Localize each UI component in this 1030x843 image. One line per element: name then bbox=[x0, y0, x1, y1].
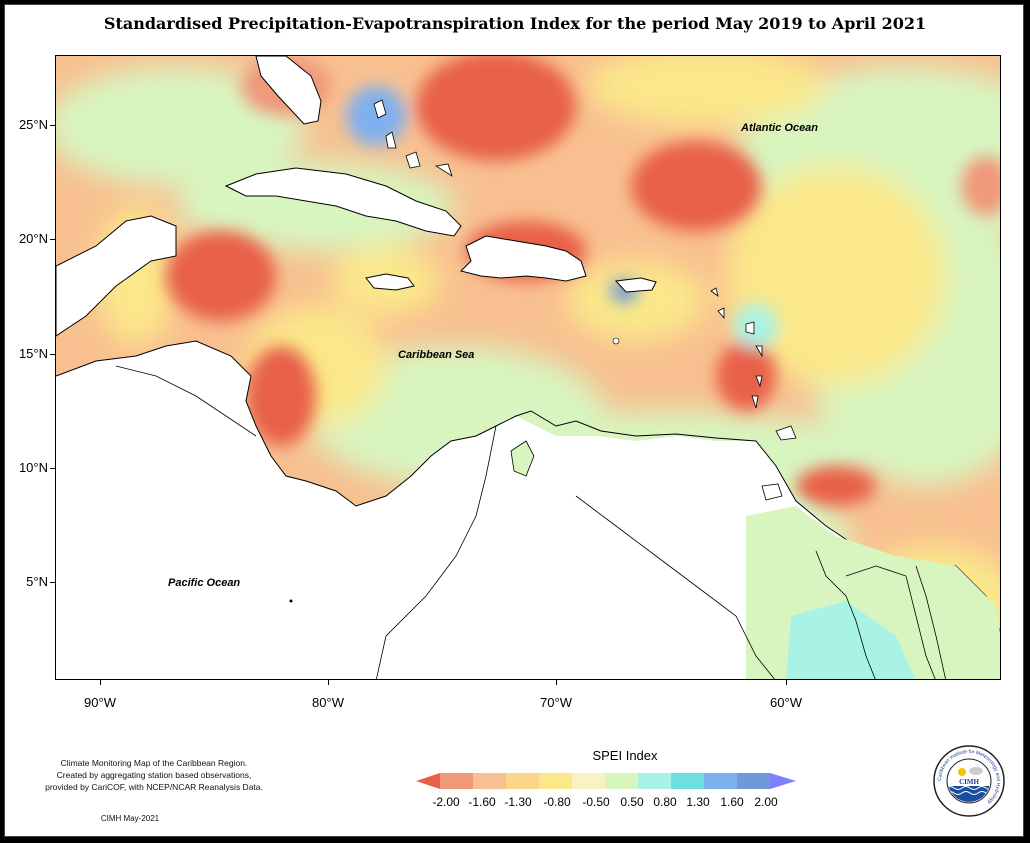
legend-tick-label: 0.80 bbox=[653, 795, 677, 809]
label-pacific-ocean: Pacific Ocean bbox=[168, 577, 240, 589]
cimh-logo: Caribbean Institute for Meteorology and … bbox=[933, 745, 1005, 817]
legend-tick-label: -2.00 bbox=[432, 795, 460, 809]
lat-label-10n: 10°N bbox=[18, 460, 48, 475]
legend-swatch bbox=[605, 773, 638, 789]
legend-swatch bbox=[671, 773, 704, 789]
cloud-icon bbox=[969, 767, 983, 775]
legend-swatch-low-arrow bbox=[416, 773, 440, 789]
legend-swatch bbox=[473, 773, 506, 789]
legend-swatch bbox=[704, 773, 737, 789]
legend-swatch bbox=[506, 773, 539, 789]
bahamas bbox=[373, 99, 453, 177]
lon-tick bbox=[556, 680, 557, 685]
lon-label-80w: 80°W bbox=[312, 695, 344, 710]
lat-label-25n: 25°N bbox=[18, 117, 48, 132]
credit-line-3: provided by CariCOF, with NCEP/NCAR Rean… bbox=[45, 782, 263, 792]
hispaniola bbox=[460, 235, 587, 282]
jamaica bbox=[365, 273, 415, 291]
legend-swatch bbox=[638, 773, 671, 789]
lat-tick bbox=[50, 125, 55, 126]
sun-icon bbox=[958, 768, 966, 776]
spei-map: Atlantic Ocean Caribbean Sea Pacific Oce… bbox=[55, 55, 1001, 680]
credit-line-1: Climate Monitoring Map of the Caribbean … bbox=[60, 758, 248, 768]
lon-label-90w: 90°W bbox=[84, 695, 116, 710]
lon-label-60w: 60°W bbox=[770, 695, 802, 710]
legend-tick-label: 1.60 bbox=[720, 795, 744, 809]
legend-swatch-high-arrow bbox=[770, 773, 796, 789]
legend-tick-label: -1.30 bbox=[504, 795, 532, 809]
map-canvas: Atlantic Ocean Caribbean Sea Pacific Oce… bbox=[56, 56, 1000, 679]
lat-label-5n: 5°N bbox=[26, 574, 48, 589]
lon-tick bbox=[100, 680, 101, 685]
puerto-rico bbox=[614, 277, 657, 293]
legend-tick-label: -1.60 bbox=[468, 795, 496, 809]
lat-label-20n: 20°N bbox=[18, 231, 48, 246]
waves-icon bbox=[948, 786, 990, 802]
legend-tick-labels: -2.00 -1.60 -1.30 -0.80 -0.50 0.50 0.80 … bbox=[420, 795, 800, 811]
lat-tick bbox=[50, 239, 55, 240]
legend-title: SPEI Index bbox=[592, 748, 658, 763]
legend-tick-label: 2.00 bbox=[754, 795, 778, 809]
legend-swatch bbox=[539, 773, 572, 789]
legend-tick-label: 0.50 bbox=[620, 795, 644, 809]
credit-line-2: Created by aggregating station based obs… bbox=[56, 770, 252, 780]
legend-swatch bbox=[737, 773, 770, 789]
label-caribbean-sea: Caribbean Sea bbox=[398, 349, 474, 361]
legend-colorbar bbox=[416, 773, 796, 789]
lat-label-15n: 15°N bbox=[18, 346, 48, 361]
legend-tick-label: -0.50 bbox=[582, 795, 610, 809]
lon-label-70w: 70°W bbox=[540, 695, 572, 710]
legend-tick-label: -0.80 bbox=[543, 795, 571, 809]
lat-tick bbox=[50, 354, 55, 355]
lon-tick bbox=[786, 680, 787, 685]
map-title: Standardised Precipitation-Evapotranspir… bbox=[103, 14, 927, 33]
lat-tick bbox=[50, 582, 55, 583]
logo-text: CIMH bbox=[959, 778, 979, 786]
mexico-yucatan bbox=[56, 215, 177, 337]
label-atlantic-ocean: Atlantic Ocean bbox=[740, 122, 818, 134]
legend-swatch bbox=[572, 773, 605, 789]
cuba bbox=[224, 167, 462, 237]
credit-text: Climate Monitoring Map of the Caribbean … bbox=[24, 757, 284, 793]
legend-tick-label: 1.30 bbox=[686, 795, 710, 809]
lon-tick bbox=[328, 680, 329, 685]
florida bbox=[255, 56, 322, 125]
lat-tick bbox=[50, 468, 55, 469]
lesser-antilles bbox=[710, 287, 797, 441]
credit-stamp: CIMH May-2021 bbox=[100, 814, 160, 823]
legend-swatch bbox=[440, 773, 473, 789]
